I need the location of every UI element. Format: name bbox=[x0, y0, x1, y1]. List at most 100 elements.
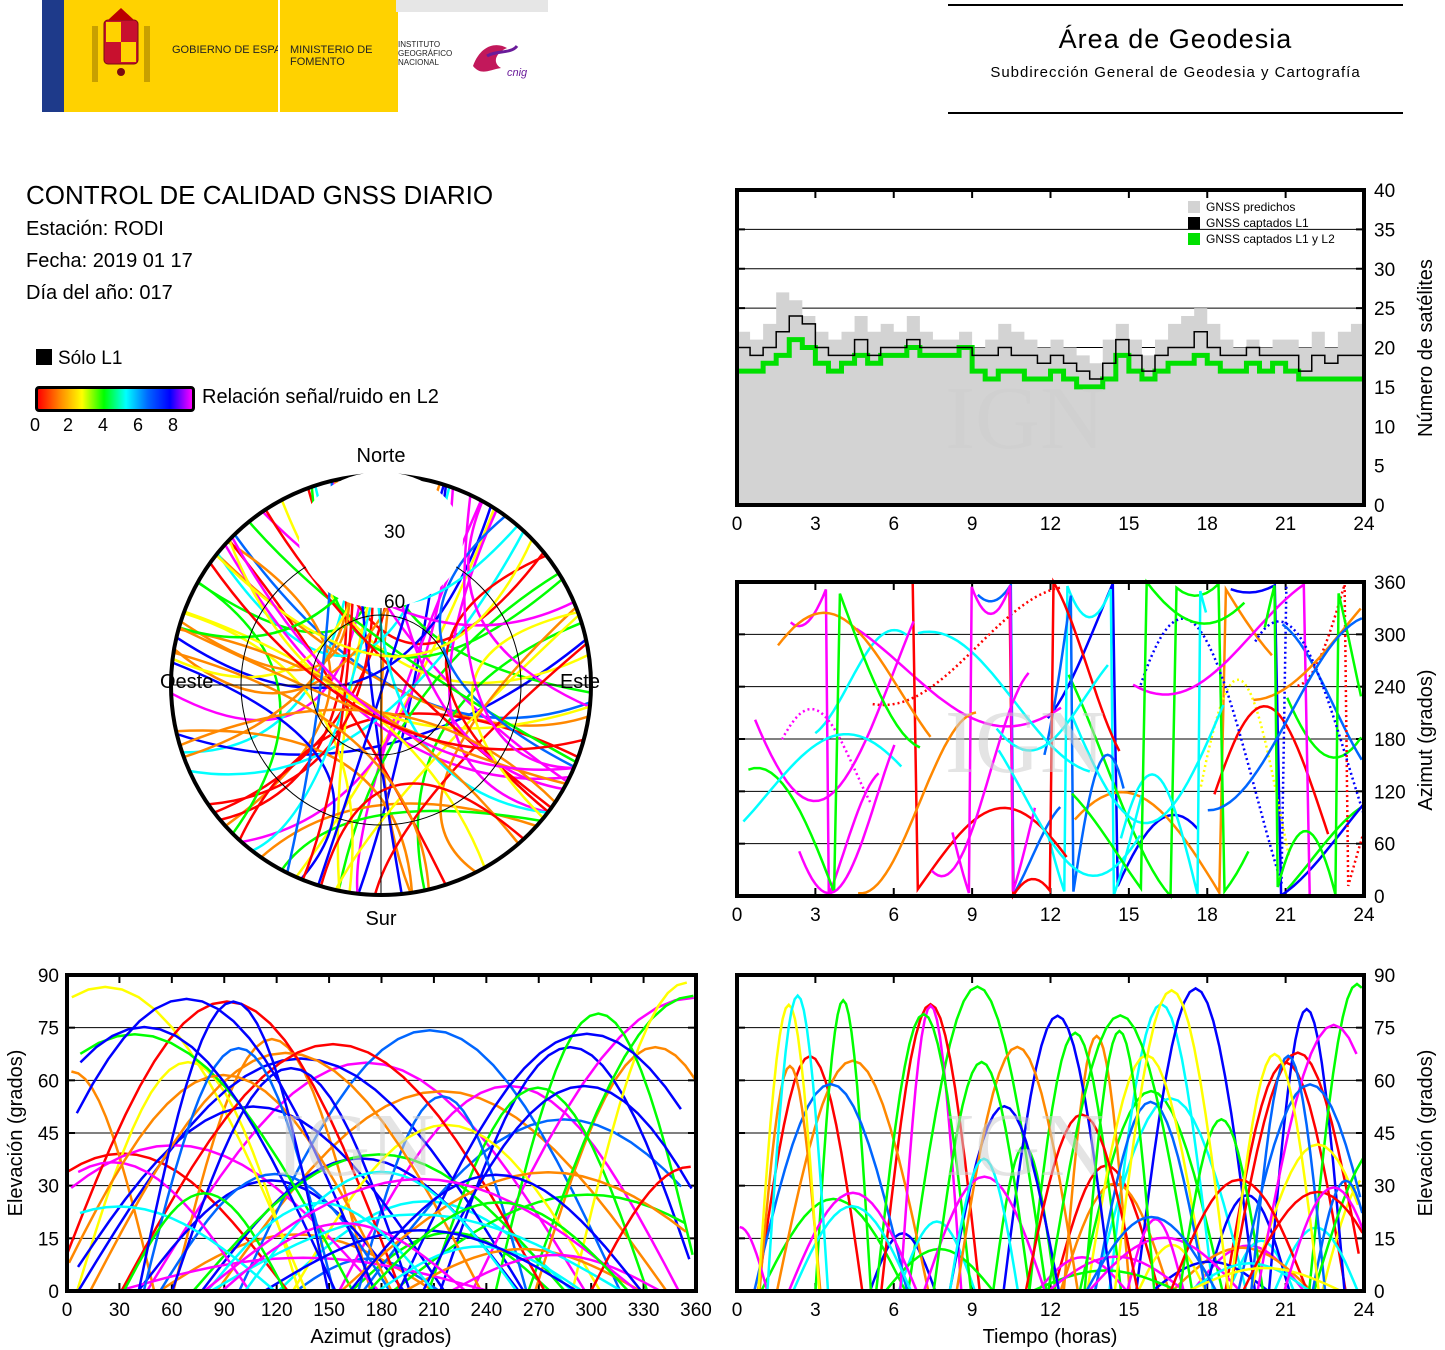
elt-track bbox=[1250, 1054, 1327, 1292]
elt-track bbox=[1313, 1157, 1365, 1292]
elt-track bbox=[922, 1175, 1046, 1292]
elt-track bbox=[1307, 982, 1363, 1292]
xtick-label: 0 bbox=[732, 514, 743, 530]
xtick-label: 21 bbox=[1275, 514, 1296, 530]
ministerio-text: MINISTERIO DE FOMENTO bbox=[290, 44, 373, 68]
skyplot-track bbox=[189, 530, 525, 776]
elt-track bbox=[753, 1082, 909, 1292]
ytick-label: 30 bbox=[1374, 1177, 1395, 1198]
xtick-label: 24 bbox=[1353, 514, 1375, 530]
skyplot-track bbox=[178, 628, 520, 845]
azimuth-track bbox=[1286, 804, 1365, 890]
azimuth-track bbox=[858, 711, 977, 895]
ytick-label: 0 bbox=[1374, 496, 1385, 517]
elt-tracks bbox=[739, 982, 1365, 1293]
elt-track bbox=[1087, 1236, 1241, 1292]
xtick-label: 300 bbox=[575, 1300, 607, 1321]
xtick-label: 120 bbox=[261, 1300, 293, 1321]
legend-l1-swatch bbox=[36, 349, 52, 365]
xtick-label: 210 bbox=[418, 1300, 450, 1321]
ytick-label: 120 bbox=[1374, 782, 1406, 803]
area-title: Área de Geodesia bbox=[1058, 24, 1293, 54]
label-east: Este bbox=[560, 671, 600, 693]
elt-track bbox=[1047, 1014, 1194, 1292]
ytick-label: 25 bbox=[1374, 299, 1395, 320]
ytick-label: 300 bbox=[1374, 625, 1406, 646]
elt-track bbox=[1242, 1190, 1364, 1292]
elaz-track bbox=[571, 981, 688, 1292]
watermark: IGN bbox=[945, 1096, 1105, 1195]
azimuth-track bbox=[753, 620, 915, 803]
ytick-label: 75 bbox=[1374, 1019, 1395, 1040]
azimuth-track bbox=[780, 707, 872, 803]
series-l1l2-line bbox=[737, 337, 1364, 390]
xtick-label: 30 bbox=[109, 1300, 130, 1321]
elaz-track bbox=[137, 1000, 330, 1292]
xtick-label: 0 bbox=[732, 905, 743, 926]
xtick-label: 21 bbox=[1275, 905, 1296, 926]
ytick-label: 0 bbox=[48, 1282, 59, 1303]
elt-track bbox=[874, 1012, 973, 1292]
elaz-track bbox=[172, 1037, 372, 1292]
watermark: IGN bbox=[945, 369, 1105, 468]
elt-track bbox=[1083, 1029, 1156, 1292]
azimuth-track bbox=[1207, 617, 1363, 812]
legend-l1l2-swatch bbox=[1188, 233, 1200, 245]
report-title: CONTROL DE CALIDAD GNSS DIARIO bbox=[26, 180, 494, 210]
azimuth-track bbox=[995, 664, 1109, 752]
snr-colorbar bbox=[35, 386, 195, 412]
elaz-track bbox=[75, 997, 376, 1292]
xtick-label: 0 bbox=[62, 1300, 73, 1321]
ring-label-60: 60 bbox=[384, 592, 405, 613]
xtick-label: 3 bbox=[810, 1300, 821, 1321]
area-subtitle: Subdirección General de Geodesia y Carto… bbox=[990, 64, 1361, 81]
ytick-label: 240 bbox=[1374, 678, 1406, 699]
elaz-track bbox=[377, 1245, 583, 1293]
ytick-label: 40 bbox=[1374, 181, 1395, 202]
elt-track bbox=[1126, 1217, 1185, 1292]
xtick-label: 18 bbox=[1197, 514, 1218, 530]
legend-l1-swatch bbox=[1188, 217, 1200, 229]
skyplot-track bbox=[295, 507, 496, 878]
elt-track bbox=[1228, 1051, 1360, 1292]
satellites-frame bbox=[735, 188, 1366, 507]
elaz-track bbox=[421, 1084, 693, 1292]
elaz-ylabel: Elevación (grados) bbox=[5, 1050, 27, 1217]
ytick-label: 10 bbox=[1374, 417, 1395, 438]
elaz-track bbox=[89, 1051, 483, 1292]
elaz-track bbox=[203, 1177, 639, 1292]
ring-label-30: 30 bbox=[384, 522, 405, 543]
ytick-label: 45 bbox=[1374, 1124, 1395, 1145]
elaz-track bbox=[122, 1192, 287, 1292]
elaz-track bbox=[527, 994, 694, 1292]
elaz-track bbox=[71, 985, 308, 1292]
skyplot-track bbox=[176, 729, 414, 893]
elaz-track bbox=[192, 1153, 566, 1292]
elt-track bbox=[1002, 1014, 1113, 1292]
elaz-track bbox=[79, 1205, 276, 1292]
skyplot-track bbox=[223, 543, 570, 781]
ministerio-block: MINISTERIO DE FOMENTO bbox=[278, 0, 398, 112]
skyplot-track bbox=[175, 505, 493, 690]
elt-track bbox=[932, 1060, 1031, 1292]
legend-l1-only: Sólo L1 bbox=[36, 348, 122, 370]
label-west: Oeste bbox=[160, 671, 213, 693]
xtick-label: 12 bbox=[1040, 905, 1061, 926]
ytick-label: 30 bbox=[1374, 260, 1395, 281]
snr-tick: 0 bbox=[30, 415, 41, 435]
elt-track bbox=[1062, 1034, 1131, 1292]
xtick-label: 15 bbox=[1118, 514, 1139, 530]
coat-of-arms-icon bbox=[92, 8, 150, 82]
azimuth-track bbox=[1286, 697, 1363, 759]
ign-bar bbox=[396, 0, 548, 12]
ytick-label: 15 bbox=[1374, 378, 1395, 399]
elt-track bbox=[955, 1045, 1080, 1292]
elt-track bbox=[1178, 1117, 1265, 1292]
xtick-label: 60 bbox=[161, 1300, 182, 1321]
xtick-label: 0 bbox=[732, 1300, 743, 1321]
elaz-track bbox=[238, 1028, 622, 1292]
elt-track bbox=[757, 1002, 821, 1292]
elt-track bbox=[775, 1059, 930, 1292]
legend-l1: GNSS captados L1 bbox=[1206, 216, 1309, 230]
legend-predicted-swatch bbox=[1188, 201, 1200, 213]
